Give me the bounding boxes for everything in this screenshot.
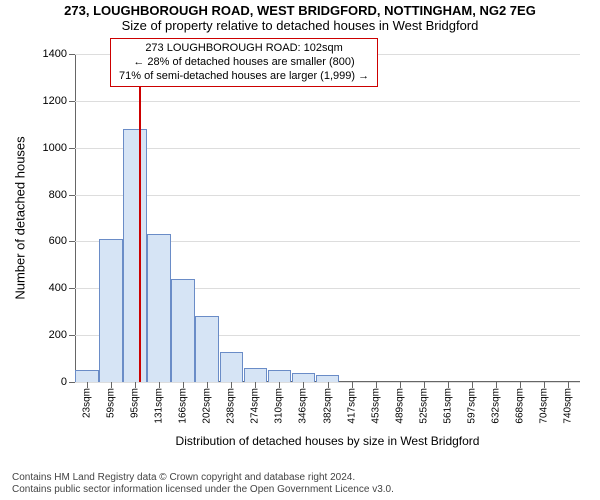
histogram-bar <box>244 368 268 382</box>
histogram-bar <box>195 316 219 382</box>
y-gridline <box>75 101 580 102</box>
x-tick-label: 382sqm <box>322 388 333 424</box>
x-tick-label: 202sqm <box>202 388 213 424</box>
x-tick-label: 704sqm <box>538 388 549 424</box>
page-subtitle: Size of property relative to detached ho… <box>0 19 600 34</box>
property-marker-line <box>139 54 141 382</box>
y-tick-label: 400 <box>49 282 75 294</box>
histogram-bar <box>171 279 195 382</box>
x-tick-label: 740sqm <box>562 388 573 424</box>
x-tick-label: 489sqm <box>394 388 405 424</box>
x-tick-label: 23sqm <box>82 388 93 418</box>
info-box-line: 273 LOUGHBOROUGH ROAD: 102sqm <box>119 42 369 56</box>
histogram-bar <box>316 375 340 382</box>
x-tick-label: 95sqm <box>130 388 141 418</box>
page-title: 273, LOUGHBOROUGH ROAD, WEST BRIDGFORD, … <box>0 0 600 19</box>
x-tick-label: 525sqm <box>418 388 429 424</box>
y-axis-label: Number of detached houses <box>13 136 28 299</box>
histogram-bar <box>220 352 244 382</box>
histogram-bar <box>99 239 123 382</box>
x-tick-label: 668sqm <box>514 388 525 424</box>
y-tick-label: 800 <box>49 189 75 201</box>
x-tick-label: 597sqm <box>466 388 477 424</box>
x-tick-label: 274sqm <box>250 388 261 424</box>
x-tick-label: 561sqm <box>442 388 453 424</box>
x-tick-label: 453sqm <box>370 388 381 424</box>
info-box-line: 71% of semi-detached houses are larger (… <box>119 70 369 84</box>
y-tick-label: 1400 <box>43 48 75 60</box>
x-tick-label: 59sqm <box>106 388 117 418</box>
histogram-bar <box>268 370 292 382</box>
x-tick-label: 632sqm <box>490 388 501 424</box>
histogram-bar <box>75 370 99 382</box>
histogram-bar <box>147 234 171 382</box>
histogram-bar <box>292 373 316 382</box>
x-tick-label: 310sqm <box>274 388 285 424</box>
info-box-line: ← 28% of detached houses are smaller (80… <box>119 56 369 70</box>
y-tick-label: 0 <box>61 376 75 388</box>
x-tick-label: 131sqm <box>154 388 165 424</box>
footer-line: Contains public sector information licen… <box>12 484 590 496</box>
chart-container: 273, LOUGHBOROUGH ROAD, WEST BRIDGFORD, … <box>0 0 600 500</box>
x-tick-label: 238sqm <box>226 388 237 424</box>
y-gridline <box>75 195 580 196</box>
footer: Contains HM Land Registry data © Crown c… <box>0 472 600 498</box>
y-gridline <box>75 148 580 149</box>
x-tick-label: 346sqm <box>298 388 309 424</box>
y-tick-label: 200 <box>49 329 75 341</box>
y-axis-line <box>75 54 76 382</box>
y-tick-label: 1000 <box>43 142 75 154</box>
info-box: 273 LOUGHBOROUGH ROAD: 102sqm ← 28% of d… <box>110 38 378 87</box>
footer-line: Contains HM Land Registry data © Crown c… <box>12 472 590 484</box>
x-tick-label: 417sqm <box>346 388 357 424</box>
histogram-bar <box>123 129 147 382</box>
y-tick-label: 1200 <box>43 95 75 107</box>
y-tick-label: 600 <box>49 235 75 247</box>
x-tick-label: 166sqm <box>178 388 189 424</box>
x-axis-label: Distribution of detached houses by size … <box>176 434 480 448</box>
plot-area: 020040060080010001200140023sqm59sqm95sqm… <box>75 54 580 382</box>
